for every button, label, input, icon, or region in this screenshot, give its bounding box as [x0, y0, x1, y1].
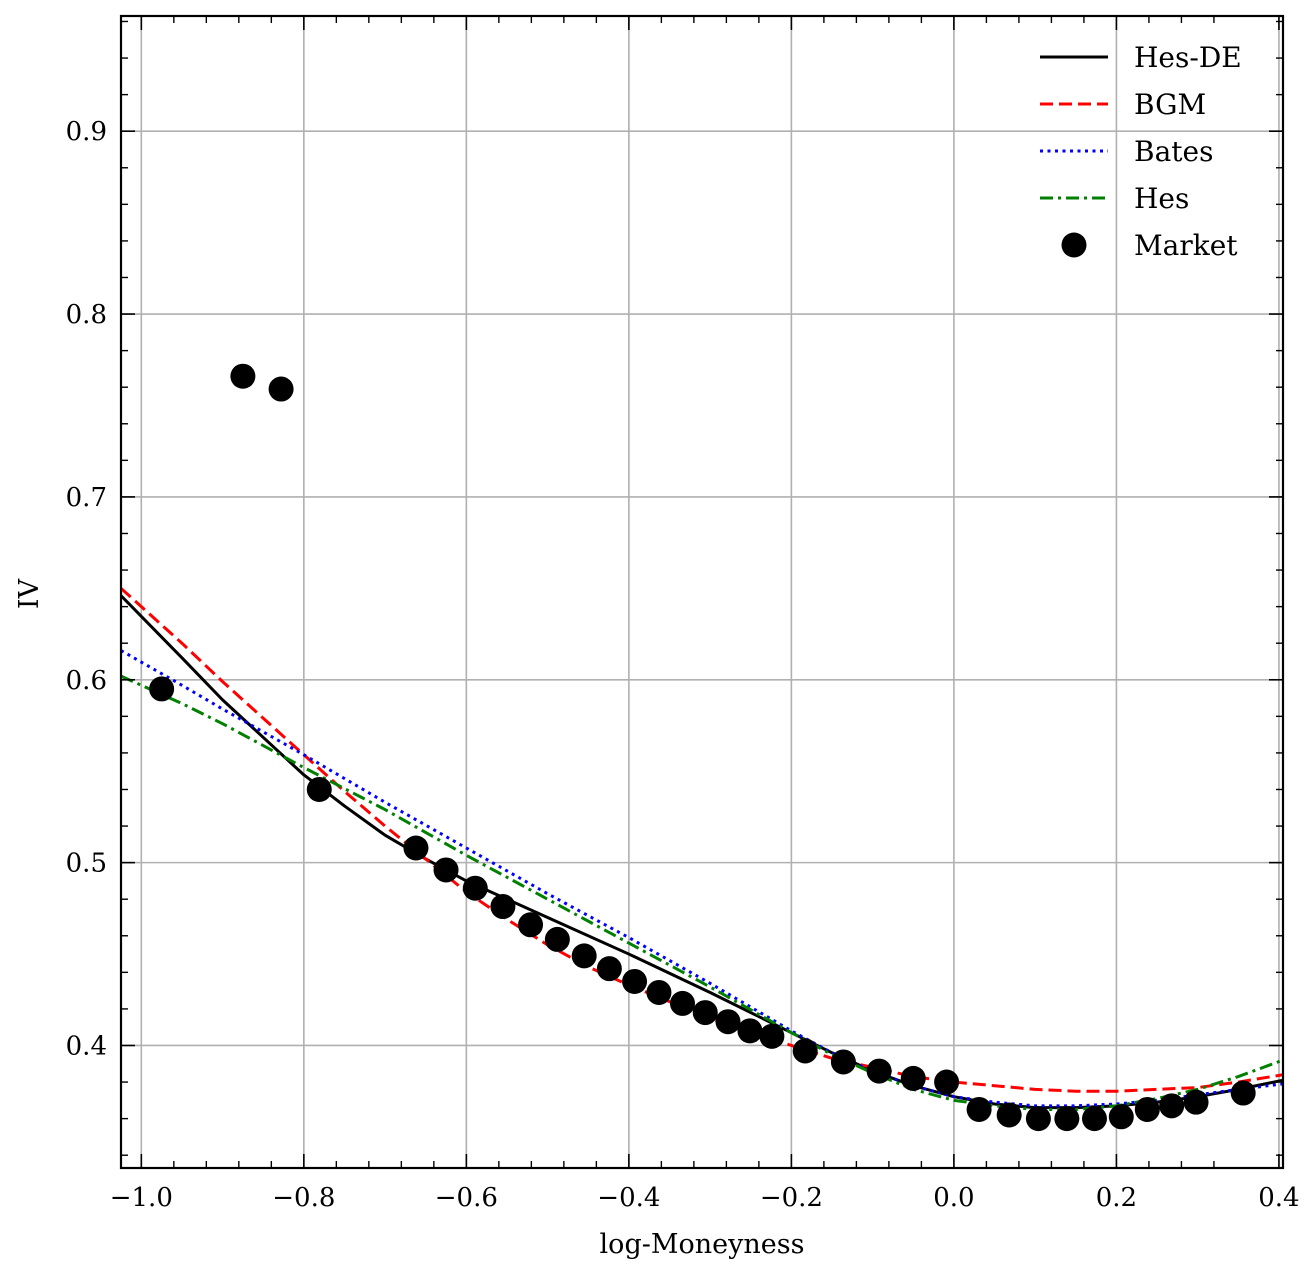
market-point — [1054, 1106, 1080, 1132]
market-point — [1108, 1104, 1134, 1130]
x-tick-label: 0.2 — [1096, 1183, 1137, 1213]
x-tick-label: 0.0 — [933, 1183, 974, 1213]
market-point — [1183, 1089, 1209, 1115]
market-point — [306, 776, 332, 802]
y-tick-label: 0.4 — [66, 1031, 107, 1061]
market-point — [737, 1018, 763, 1044]
market-point — [966, 1096, 992, 1122]
y-axis-label: IV — [14, 578, 45, 609]
y-tick-label: 0.5 — [66, 849, 107, 879]
y-tick-label: 0.6 — [66, 666, 107, 696]
market-point — [759, 1023, 785, 1049]
market-point — [571, 943, 597, 969]
market-point — [544, 926, 570, 952]
series-line-hes — [121, 674, 1283, 1111]
plot-background — [121, 16, 1283, 1168]
x-tick-label: −0.8 — [272, 1183, 335, 1213]
market-point — [1159, 1093, 1185, 1119]
legend-label-bates: Bates — [1134, 135, 1213, 168]
market-point — [596, 956, 622, 982]
grid — [121, 16, 1283, 1168]
y-tick-label: 0.7 — [66, 483, 107, 513]
market-point — [1081, 1106, 1107, 1132]
y-tick-label: 0.8 — [66, 300, 107, 330]
x-tick-label: −0.6 — [435, 1183, 498, 1213]
market-point — [403, 835, 429, 861]
market-point — [149, 676, 175, 702]
x-tick-label: −1.0 — [110, 1183, 173, 1213]
legend-label-bgm: BGM — [1134, 88, 1206, 121]
market-point — [866, 1058, 892, 1084]
market-point — [792, 1038, 818, 1064]
market-point — [518, 912, 544, 938]
market-point — [1025, 1106, 1051, 1132]
market-point — [1134, 1096, 1160, 1122]
market-point — [268, 376, 294, 402]
market-point — [622, 968, 648, 994]
market-point — [996, 1102, 1022, 1128]
market-point — [715, 1009, 741, 1035]
series-line-bgm — [121, 587, 1283, 1093]
ticks — [121, 16, 1283, 1168]
market-point — [1230, 1080, 1256, 1106]
plot-frame — [119, 14, 1285, 1170]
tick-labels: −1.0 −0.8 −0.6 −0.4 −0.2 0.0 0.2 0.4 0.4 0.5 0.6 0.… — [66, 117, 1300, 1213]
legend-swatch-market — [1061, 232, 1087, 258]
x-tick-label: −0.4 — [597, 1183, 660, 1213]
x-tick-label: −0.2 — [760, 1183, 823, 1213]
legend-label-hes-de: Hes-DE — [1134, 41, 1242, 74]
market-point — [934, 1069, 960, 1095]
legend-label-hes: Hes — [1134, 182, 1189, 215]
market-point — [462, 875, 488, 901]
series-line-bates — [121, 649, 1283, 1108]
market-point — [669, 990, 695, 1016]
market-point — [433, 857, 459, 883]
market-point — [646, 979, 672, 1005]
market-point — [692, 1000, 718, 1026]
market-point — [830, 1049, 856, 1075]
x-tick-label: 0.4 — [1258, 1183, 1299, 1213]
market-point — [900, 1065, 926, 1091]
x-axis-label: log-Moneyness — [600, 1229, 805, 1260]
market-point — [230, 363, 256, 389]
y-tick-label: 0.9 — [66, 117, 107, 147]
legend: Hes-DE BGM Bates Hes Market — [1040, 41, 1242, 262]
legend-label-market: Market — [1134, 229, 1238, 262]
series-layer — [121, 363, 1283, 1132]
market-point — [490, 894, 516, 920]
